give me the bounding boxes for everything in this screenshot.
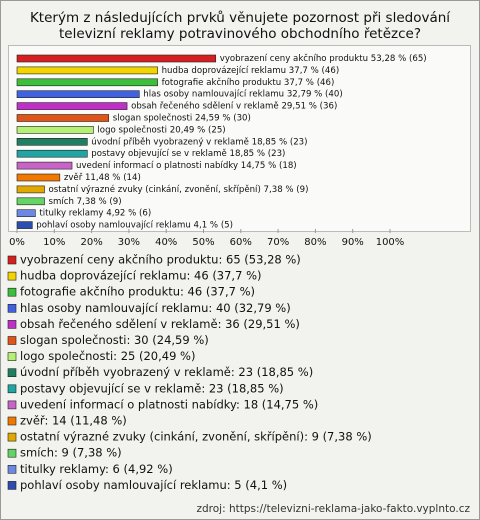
bar: [16, 54, 217, 63]
bar: [16, 161, 73, 170]
x-tick-label: 70%: [267, 237, 289, 248]
bar-label: hudba doprovázející reklamu 37,7 % (46): [162, 66, 340, 76]
bar: [16, 173, 61, 182]
x-tick-label: 0%: [9, 237, 25, 248]
bar-label: titulky reklamy 4,92 % (6): [39, 209, 151, 219]
source: zdroj: https://televizni-reklama-jako-fa…: [196, 503, 470, 515]
legend-swatch: [7, 481, 17, 490]
chart-title: Kterým z následujících prvků věnujete po…: [30, 10, 451, 26]
legend-swatch: [7, 287, 17, 297]
legend-label: postavy objevující se v reklamě: 23 (18,…: [20, 381, 284, 395]
legend-label: vyobrazení ceny akčního produktu: 65 (53…: [20, 253, 301, 267]
bar-label: pohlaví osoby namlouvající reklamu 4,1 %…: [36, 221, 233, 231]
bar-label: postavy objevující se v reklamě 18,85 % …: [91, 148, 285, 159]
legend-label: hlas osoby namlouvající reklamu: 40 (32,…: [20, 301, 291, 315]
x-tick-label: 90%: [342, 237, 364, 248]
legend-swatch: [7, 384, 17, 394]
legend-label: ostatní výrazné zvuky (cinkání, zvonění,…: [20, 430, 372, 444]
bar-label: fotografie akčního produktu 37,7 % (46): [162, 77, 335, 88]
legend-label: hudba doprovázející reklamu: 46 (37,7 %): [20, 269, 261, 283]
x-tick-label: 80%: [304, 237, 326, 248]
bar: [16, 78, 158, 87]
x-tick-label: 30%: [118, 237, 140, 248]
legend-label: smích: 9 (7,38 %): [20, 446, 122, 460]
bar: [16, 197, 45, 206]
legend-swatch: [7, 336, 17, 345]
bar: [16, 209, 36, 217]
bar-label: logo společnosti 20,49 % (25): [97, 124, 225, 135]
legend-swatch: [7, 464, 17, 474]
legend-swatch: [7, 255, 17, 265]
x-tick-label: 10%: [43, 237, 65, 248]
legend-label: slogan společnosti: 30 (24,59 %): [20, 333, 209, 347]
x-tick-label: 50%: [192, 237, 214, 248]
bar-label: vyobrazení ceny akčního produktu 53,28 %…: [220, 53, 427, 64]
legend-label: obsah řečeného sdělení v reklamě: 36 (29…: [20, 317, 300, 331]
bar-label: hlas osoby namlouvající reklamu 32,79 % …: [143, 90, 342, 100]
bar-label: obsah řečeného sdělení v reklamě 29,51 %…: [131, 101, 337, 112]
x-tick-label: 100%: [376, 237, 405, 248]
bar-label: uvedení informací o platnosti nabídky 14…: [76, 161, 297, 171]
legend-label: fotografie akčního produktu: 46 (37,7 %): [20, 285, 255, 299]
legend-label: titulky reklamy: 6 (4,92 %): [20, 462, 173, 476]
bar: [16, 149, 88, 158]
legend-label: zvěř: 14 (11,48 %): [20, 414, 127, 428]
bar: [16, 138, 88, 146]
legend-label: pohlaví osoby namlouvající reklamu: 5 (4…: [20, 478, 287, 492]
x-tick-label: 60%: [230, 237, 252, 248]
bar: [16, 114, 110, 122]
bar-label: úvodní příběh vyobrazený v reklamě 18,85…: [91, 136, 307, 147]
bar-label: zvěř 11,48 % (14): [64, 172, 141, 183]
chart-title: televizní reklamy potravinového obchodní…: [59, 26, 421, 42]
bar: [16, 126, 94, 134]
legend-swatch: [7, 271, 17, 281]
bar: [16, 102, 128, 110]
bar: [16, 185, 45, 194]
legend-swatch: [7, 416, 17, 426]
legend-swatch: [7, 352, 17, 361]
bar-label: ostatní výrazné zvuky (cinkání, zvonění,…: [49, 184, 309, 195]
legend-swatch: [7, 448, 17, 458]
bar-label: smích 7,38 % (9): [49, 197, 122, 207]
legend-swatch: [7, 400, 17, 410]
legend-label: uvedení informací o platnosti nabídky: 1…: [20, 397, 318, 411]
legend-label: logo společnosti: 25 (20,49 %): [20, 349, 195, 363]
x-tick-label: 20%: [80, 237, 102, 248]
legend-swatch: [7, 432, 17, 442]
bar: [16, 66, 158, 75]
legend-swatch: [7, 320, 17, 329]
legend-swatch: [7, 368, 17, 378]
x-tick-label: 40%: [155, 237, 177, 248]
legend-label: úvodní příběh vyobrazený v reklamě: 23 (…: [20, 365, 313, 379]
legend-swatch: [7, 303, 17, 313]
bar: [16, 221, 33, 229]
bar-label: slogan společnosti 24,59 % (30): [113, 113, 251, 124]
bar: [16, 90, 140, 98]
